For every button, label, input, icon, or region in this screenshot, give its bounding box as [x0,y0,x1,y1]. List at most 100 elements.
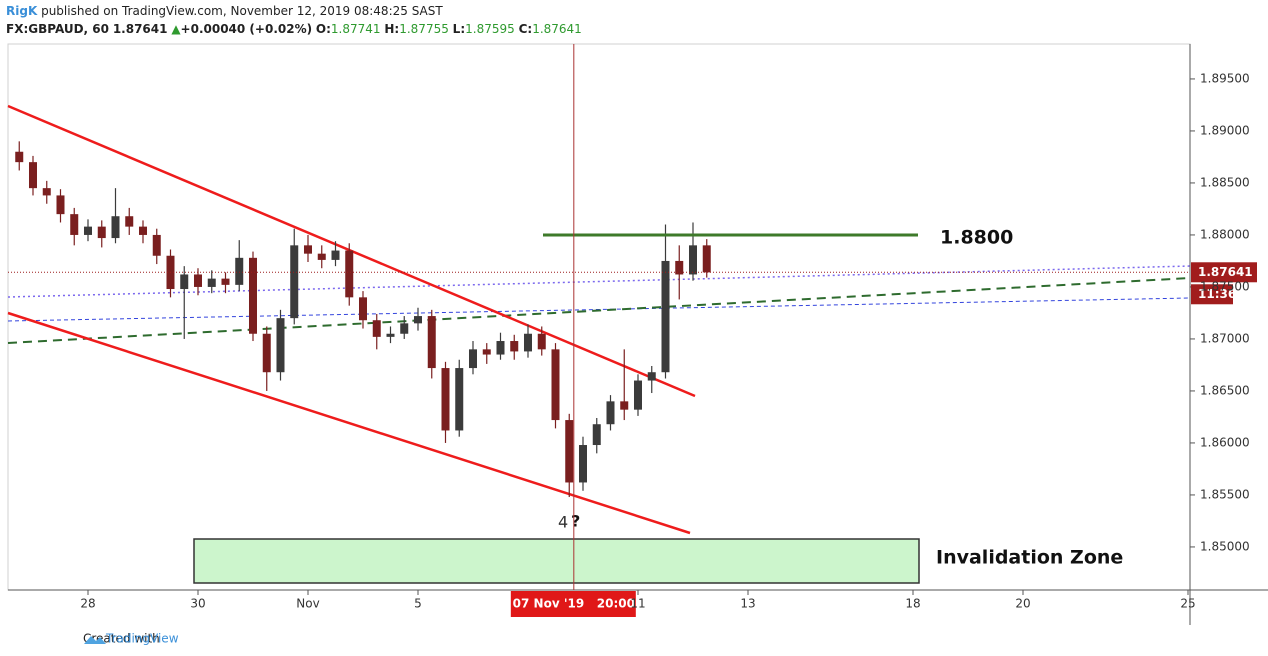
x-tick-label: 30 [190,597,205,611]
y-tick-label: 1.85000 [1200,539,1250,553]
candle-body [180,274,189,290]
ohlc-value: 1.87755 [399,22,449,36]
candle-body [111,216,120,239]
candle-body [551,349,560,421]
candles [15,141,711,498]
candle-body [620,401,629,410]
last-price-box [1191,262,1257,283]
y-tick-label: 1.88500 [1200,175,1250,189]
candle-body [290,245,299,319]
candle-body [523,333,532,352]
author: RigK [6,4,38,18]
candle-body [413,316,422,324]
candle-body [482,349,491,355]
candle-body [358,297,367,321]
header-line-2: FX:GBPAUD, 60 1.87641 ▲+0.00040 (+0.02%)… [6,22,586,36]
candle-body [138,226,147,235]
ohlc-key: C: [518,22,533,36]
candle-body [56,195,65,215]
candle-body [221,278,230,285]
tv-logo [84,636,106,644]
invalidation-zone [193,538,920,584]
ohlc-key: L: [452,22,466,36]
candle-body [386,333,395,337]
countdown-label: 11:36 [1198,287,1236,301]
wave-label: 4 [558,513,568,532]
arrow: ▲ [171,22,181,36]
candle-body [28,162,37,189]
x-tick-label: Nov [296,597,319,611]
candle-body [15,151,24,163]
level-label: 1.8800 [940,226,1013,248]
y-tick-label: 1.85500 [1200,487,1250,501]
candle-body [152,234,161,256]
y-tick-label: 1.87500 [1200,279,1250,293]
ohlc-key: H: [384,22,400,36]
y-tick-label: 1.89500 [1200,71,1250,85]
y-tick-label: 1.86500 [1200,383,1250,397]
y-tick-label: 1.89000 [1200,123,1250,137]
y-tick-label: 1.88000 [1200,227,1250,241]
x-tick-label: 20 [1015,597,1030,611]
crosshair-box [510,591,636,617]
footer-brand: TradingView [105,632,179,646]
candle-body [496,341,505,355]
x-tick-label: 28 [80,597,95,611]
x-tick-label: 13 [740,597,755,611]
candle-body [331,250,340,260]
candle-body [262,333,271,373]
zone-label: Invalidation Zone [936,547,1123,569]
overlays: 1.8800 1.87641 11:36 07 Nov '19 20:00 [8,44,1257,617]
candle-body [317,253,326,260]
candle-body [565,420,574,483]
change: +0.00040 (+0.02%) [180,22,313,36]
countdown-box [1191,284,1233,305]
candle-body [193,274,202,287]
trend-dashed-green [7,277,1191,344]
grid [87,78,1195,595]
candle-body [633,380,642,410]
x-tick-label: 5 [414,597,422,611]
y-tick-label: 1.87000 [1200,331,1250,345]
candle-body [441,368,450,431]
x-tick-label: 18 [905,597,920,611]
candle-body [510,341,519,352]
y-tick-label: 1.86000 [1200,435,1250,449]
candle-body [42,188,51,196]
trend-dotted [7,265,1191,298]
candle-body [661,260,670,373]
candle-body [647,372,656,381]
symbol: FX:GBPAUD, 60 [6,22,109,36]
crosshair-label: 07 Nov '19 20:00 [513,597,635,611]
plot-frame [7,43,1191,591]
candle-body [578,445,587,483]
candle-body [455,368,464,431]
wave-question: ? [571,512,580,531]
published: published on TradingView.com, November 1… [41,4,443,18]
channel-lower [7,311,691,535]
last-price-label: 1.87641 [1198,265,1253,279]
candle-body [248,257,257,334]
ohlc-value: 1.87641 [532,22,582,36]
candle-body [688,245,697,275]
candle-body [675,260,684,275]
ohlc-value: 1.87741 [330,22,381,36]
candle-body [97,226,106,239]
candle-body [537,333,546,350]
candle-body [83,226,92,235]
candle-body [345,250,354,298]
x-tick-label: 11 [630,597,645,611]
ohlc-key: O: [315,22,331,36]
candle-body [606,401,615,425]
candle-body [400,323,409,334]
candle-body [276,318,285,373]
candle-body [303,245,312,254]
header-line-1: RigK published on TradingView.com, Novem… [6,4,443,18]
candle-body [702,245,711,273]
candle-body [592,424,601,446]
candle-body [235,257,244,285]
drawings [7,104,1191,584]
ohlc-value: 1.87595 [465,22,515,36]
